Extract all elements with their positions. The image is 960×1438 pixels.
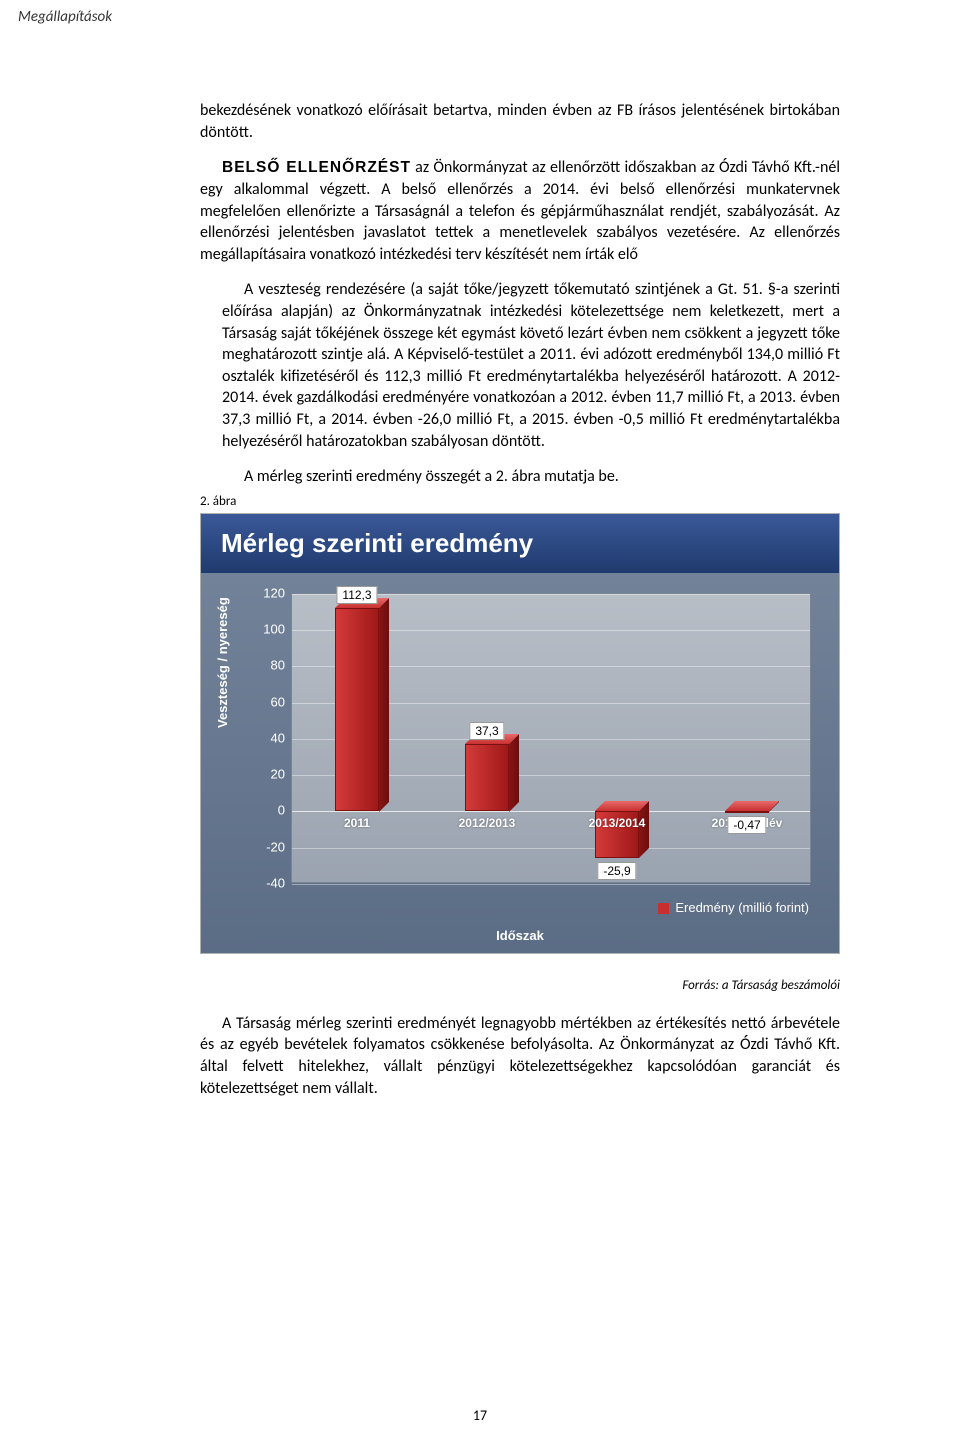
gridline	[292, 848, 810, 849]
chart-title: Mérleg szerinti eredmény	[201, 514, 839, 573]
legend-label: Eredmény (millió forint)	[675, 900, 809, 915]
x-category-label: 2011	[344, 816, 370, 830]
bar	[725, 811, 769, 812]
figure-caption: 2. ábra	[200, 494, 840, 509]
bar-value-label: -0,47	[727, 816, 766, 834]
bar	[335, 608, 379, 812]
gridline	[292, 884, 810, 885]
y-tick-label: 20	[251, 767, 285, 782]
x-category-label: 2013/2014	[589, 816, 646, 830]
y-tick-label: 100	[251, 622, 285, 637]
paragraph-4: A mérleg szerinti eredmény összegét a 2.…	[200, 466, 840, 488]
plot-area: 2011112,32012/201337,32013/2014-25,92014…	[291, 593, 811, 883]
chart-body: Veszteség / nyereség 2011 112,3 2012/2013 3…	[201, 573, 839, 953]
x-category-label: 2012/2013	[459, 816, 516, 830]
bar-value-label: 37,3	[469, 722, 504, 740]
y-tick-label: 40	[251, 730, 285, 745]
y-tick-label: 60	[251, 694, 285, 709]
paragraph-5: A Társaság mérleg szerinti eredményét le…	[200, 1013, 840, 1099]
paragraph-1: bekezdésének vonatkozó előírásait betart…	[200, 100, 840, 143]
paragraph-3: A veszteség rendezésére (a saját tőke/je…	[200, 279, 840, 452]
chart-frame: Mérleg szerinti eredmény Veszteség / nye…	[200, 513, 840, 954]
page-number: 17	[0, 1407, 960, 1424]
y-tick-label: -20	[251, 839, 285, 854]
bar-value-label: 112,3	[336, 586, 377, 604]
belso-lead: BELSŐ ELLENŐRZÉST	[222, 159, 411, 176]
y-tick-label: 80	[251, 658, 285, 673]
y-tick-label: 120	[251, 585, 285, 600]
y-tick-label: 0	[251, 803, 285, 818]
main-content: bekezdésének vonatkozó előírásait betart…	[200, 100, 840, 1113]
bar	[465, 744, 509, 812]
bar-value-label: -25,9	[597, 862, 636, 880]
paragraph-2: BELSŐ ELLENŐRZÉST az Önkormányzat az ell…	[200, 157, 840, 265]
chart-legend: Eredmény (millió forint)	[658, 900, 809, 915]
breadcrumb: Megállapítások	[18, 8, 112, 26]
x-axis-title: Időszak	[201, 928, 839, 943]
y-axis-title: Veszteség / nyereség	[215, 597, 230, 728]
legend-swatch-icon	[658, 903, 669, 914]
y-tick-label: -40	[251, 875, 285, 890]
chart-source: Forrás: a Társaság beszámolói	[200, 978, 840, 993]
